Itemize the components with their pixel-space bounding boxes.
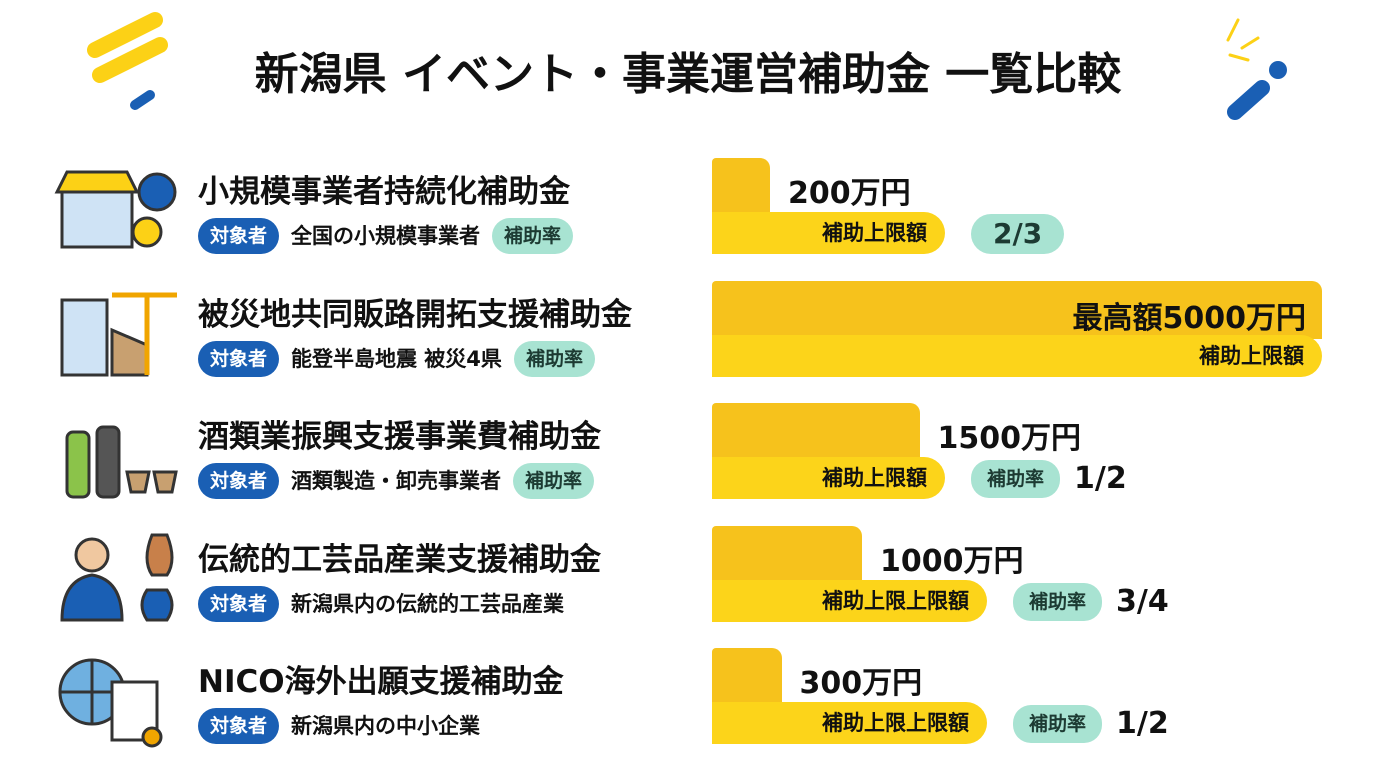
amount-bar [712, 648, 782, 706]
rate-label: 補助率 [971, 460, 1061, 498]
icon [60, 292, 177, 376]
item-name: 酒類業振興支援事業費補助金 [198, 419, 601, 455]
amount-bar [712, 158, 770, 216]
target-label: 対象者 [198, 708, 280, 744]
rate: 1/2 [1116, 706, 1169, 741]
amount-label: 300万円 [799, 666, 923, 701]
bar-label: 補助上限額 [712, 334, 1322, 377]
rate-label: 補助率 [1013, 705, 1103, 743]
target-label: 対象者 [198, 463, 280, 499]
target-label: 対象者 [198, 585, 280, 622]
icon [60, 533, 174, 621]
target-label: 対象者 [198, 218, 280, 254]
target: 能登半島地震 被災4県 [291, 346, 502, 371]
amount-bar [712, 403, 920, 461]
item-name: 被災地共同販路開拓支援補助金 [198, 296, 632, 333]
target: 全国の小規模事業者 [291, 224, 480, 248]
rate-label: 補助率 [513, 463, 595, 499]
rate-label: 補助率 [514, 340, 596, 377]
decoration [87, 12, 1287, 120]
bar-label: 補助上限上限額 [712, 579, 987, 622]
amount-bar [712, 525, 862, 584]
title: 新潟県 イベント・事業運営補助金 一覧比較 [254, 49, 1122, 100]
bar-label: 補助上限額 [712, 212, 945, 254]
bar-label: 補助上限額 [712, 457, 945, 499]
target: 酒類製造・卸売事業者 [291, 469, 501, 493]
amount-bar [712, 280, 1322, 339]
amount-label: 1000万円 [880, 543, 1024, 579]
icon [58, 658, 163, 748]
item-name: NICO海外出願支援補助金 [198, 664, 564, 700]
icon [65, 425, 178, 499]
amount-label: 200万円 [788, 176, 911, 211]
amount-label: 最高額5000万円 [1072, 300, 1307, 336]
bar-label: 補助上限上限額 [712, 702, 987, 744]
rate-label: 補助率 [492, 218, 574, 254]
item-name: 小規模事業者持続化補助金 [198, 174, 570, 210]
target-label: 対象者 [198, 340, 280, 377]
rate: 1/2 [1074, 461, 1127, 496]
rate: 2/3 [971, 214, 1065, 254]
item-name: 伝統的工芸品産業支援補助金 [198, 541, 601, 578]
rate: 3/4 [1116, 583, 1169, 619]
target: 新潟県内の伝統的工芸品産業 [291, 591, 564, 616]
icon [54, 170, 177, 249]
amount-label: 1500万円 [937, 421, 1082, 456]
target: 新潟県内の中小企業 [291, 714, 480, 738]
rate-label: 補助率 [1013, 582, 1103, 621]
